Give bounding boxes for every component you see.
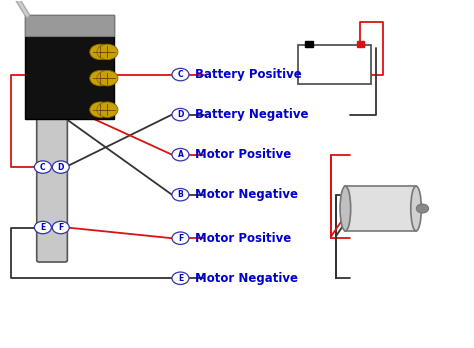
Circle shape <box>172 109 189 121</box>
Text: Motor Negative: Motor Negative <box>195 188 298 201</box>
Circle shape <box>172 149 189 161</box>
Bar <box>305 41 313 47</box>
Ellipse shape <box>411 186 421 231</box>
Text: A: A <box>40 102 46 111</box>
Bar <box>25 15 115 119</box>
Text: E: E <box>178 274 183 283</box>
Circle shape <box>52 221 69 234</box>
FancyBboxPatch shape <box>39 163 47 171</box>
Circle shape <box>52 161 69 173</box>
Circle shape <box>97 70 118 86</box>
Circle shape <box>97 44 118 60</box>
Circle shape <box>172 272 189 284</box>
FancyBboxPatch shape <box>57 103 65 111</box>
Text: F: F <box>178 234 183 243</box>
Circle shape <box>35 101 51 113</box>
Circle shape <box>35 221 51 234</box>
FancyBboxPatch shape <box>39 103 47 111</box>
FancyBboxPatch shape <box>57 163 65 171</box>
Circle shape <box>97 102 118 117</box>
FancyBboxPatch shape <box>39 223 47 232</box>
Text: Battery Negative: Battery Negative <box>195 108 308 121</box>
Circle shape <box>172 189 189 201</box>
Text: Motor Negative: Motor Negative <box>195 272 298 285</box>
Text: A: A <box>178 150 183 159</box>
Text: Motor Positive: Motor Positive <box>195 232 291 245</box>
Text: E: E <box>40 223 46 232</box>
Circle shape <box>416 204 428 213</box>
Bar <box>357 41 364 47</box>
Bar <box>346 186 416 231</box>
Text: Motor Positive: Motor Positive <box>195 148 291 161</box>
Text: B: B <box>178 190 183 199</box>
Text: F: F <box>58 223 64 232</box>
FancyBboxPatch shape <box>57 223 65 232</box>
Circle shape <box>172 68 189 81</box>
Circle shape <box>172 232 189 244</box>
Text: C: C <box>178 70 183 79</box>
FancyBboxPatch shape <box>36 93 67 262</box>
Text: C: C <box>40 163 46 172</box>
Text: D: D <box>177 110 183 119</box>
Bar <box>298 45 371 84</box>
Text: Battery Positive: Battery Positive <box>195 68 301 81</box>
Circle shape <box>90 44 111 60</box>
Circle shape <box>90 102 111 117</box>
Bar <box>25 15 115 36</box>
Ellipse shape <box>340 186 351 231</box>
Circle shape <box>35 161 51 173</box>
Circle shape <box>52 101 69 113</box>
Circle shape <box>90 70 111 86</box>
Text: D: D <box>57 163 64 172</box>
Text: B: B <box>58 102 64 111</box>
